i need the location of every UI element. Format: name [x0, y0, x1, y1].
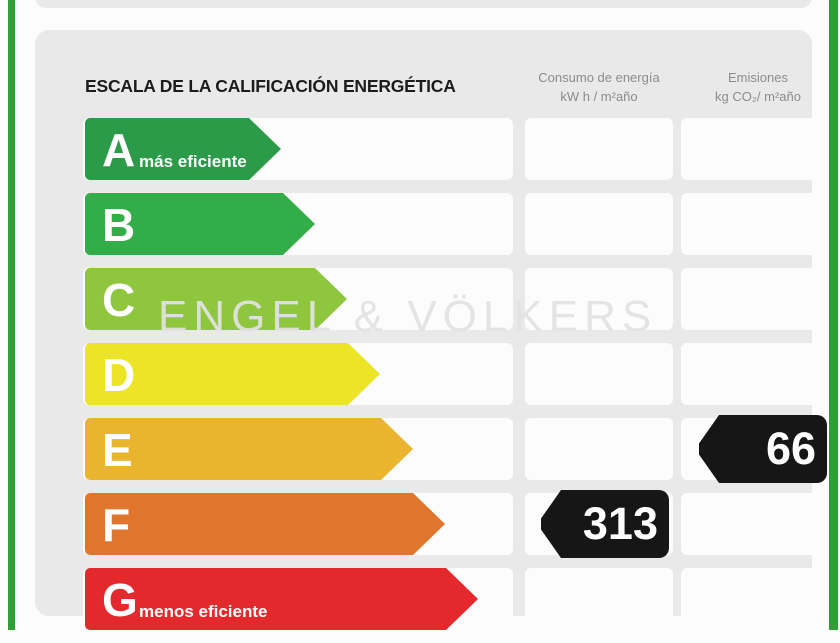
rating-arrow-e: E [85, 418, 413, 480]
rating-row-e: E [83, 418, 835, 480]
rating-row-f: F [83, 493, 835, 555]
rating-row-a: A más eficiente [83, 118, 835, 180]
row-d-consumo-cell [525, 343, 673, 405]
least-efficient-label: menos eficiente [139, 602, 268, 621]
rating-row-b: B [83, 193, 835, 255]
rating-arrow-f: F [85, 493, 445, 555]
row-f-emisiones-cell [681, 493, 835, 555]
rating-letter-g: G [102, 574, 138, 626]
emisiones-value-marker: 66 [699, 415, 827, 483]
rating-letter-b: B [102, 199, 136, 251]
row-e-consumo-cell [525, 418, 673, 480]
upper-panel-edge [35, 0, 812, 8]
rating-arrow-d: D [85, 343, 380, 405]
row-a-consumo-cell [525, 118, 673, 180]
row-c-emisiones-cell [681, 268, 835, 330]
energy-rating-panel: ESCALA DE LA CALIFICACIÓN ENERGÉTICA Con… [35, 30, 835, 630]
rating-arrow-a: A más eficiente [85, 118, 281, 180]
row-g-consumo-cell [525, 568, 673, 630]
rating-letter-d: D [102, 349, 136, 401]
rating-letter-f: F [102, 499, 131, 551]
row-c-consumo-cell [525, 268, 673, 330]
page-title: ESCALA DE LA CALIFICACIÓN ENERGÉTICA [85, 76, 456, 96]
rating-arrow-g: G menos eficiente [85, 568, 478, 630]
most-efficient-label: más eficiente [139, 152, 247, 171]
rating-arrow-b: B [85, 193, 315, 255]
rating-rows: A más eficiente B C D [83, 118, 835, 643]
rating-letter-c: C [102, 274, 136, 326]
row-d-emisiones-cell [681, 343, 835, 405]
row-b-consumo-cell [525, 193, 673, 255]
rating-letter-a: A [102, 124, 136, 176]
rating-row-d: D [83, 343, 835, 405]
rating-arrow-c: C [85, 268, 347, 330]
right-green-border [829, 0, 838, 630]
row-a-emisiones-cell [681, 118, 835, 180]
row-g-emisiones-cell [681, 568, 835, 630]
consumo-header-line1: Consumo de energía [538, 70, 660, 85]
consumo-header-line2: kW h / m²año [560, 89, 638, 104]
row-b-emisiones-cell [681, 193, 835, 255]
emisiones-header-line2: kg CO₂/ m²año [715, 89, 801, 104]
rating-row-c: C [83, 268, 835, 330]
left-green-border [8, 0, 15, 630]
consumo-value-marker: 313 [541, 490, 669, 558]
rating-row-g: G menos eficiente [83, 568, 835, 630]
emisiones-header-line1: Emisiones [728, 70, 788, 85]
column-header-consumo: Consumo de energía kW h / m²año [525, 68, 673, 106]
rating-letter-e: E [102, 424, 133, 476]
column-header-emisiones: Emisiones kg CO₂/ m²año [681, 68, 835, 106]
